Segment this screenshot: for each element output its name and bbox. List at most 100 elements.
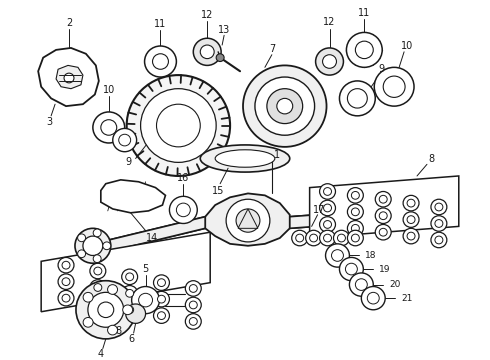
- Circle shape: [431, 216, 447, 231]
- Circle shape: [125, 304, 146, 323]
- Text: 6: 6: [128, 334, 135, 344]
- Circle shape: [334, 230, 349, 246]
- Text: 9: 9: [378, 64, 384, 74]
- Circle shape: [101, 120, 117, 135]
- Circle shape: [323, 234, 332, 242]
- Circle shape: [157, 279, 166, 287]
- Circle shape: [325, 244, 349, 267]
- Polygon shape: [38, 48, 99, 106]
- Text: 10: 10: [102, 85, 115, 95]
- Circle shape: [435, 203, 443, 211]
- Circle shape: [189, 285, 197, 292]
- Circle shape: [347, 188, 363, 203]
- Circle shape: [77, 250, 86, 258]
- Circle shape: [93, 112, 124, 143]
- Circle shape: [361, 287, 385, 310]
- Polygon shape: [101, 180, 166, 213]
- Text: 21: 21: [401, 294, 413, 303]
- Circle shape: [119, 134, 131, 146]
- Circle shape: [98, 302, 114, 318]
- Circle shape: [431, 232, 447, 248]
- Text: 11: 11: [154, 19, 167, 29]
- Circle shape: [176, 203, 190, 217]
- Ellipse shape: [200, 145, 290, 172]
- Circle shape: [94, 284, 102, 291]
- Circle shape: [340, 257, 363, 281]
- Circle shape: [346, 32, 382, 67]
- Polygon shape: [56, 66, 83, 89]
- Polygon shape: [310, 176, 459, 238]
- Circle shape: [88, 292, 123, 327]
- Circle shape: [403, 195, 419, 211]
- Text: 2: 2: [66, 18, 72, 28]
- Circle shape: [319, 200, 336, 216]
- Polygon shape: [290, 205, 449, 228]
- Circle shape: [345, 263, 357, 275]
- Circle shape: [75, 228, 111, 263]
- Circle shape: [379, 195, 387, 203]
- Circle shape: [93, 229, 101, 237]
- Circle shape: [122, 285, 138, 301]
- Circle shape: [125, 306, 134, 314]
- Text: 9: 9: [125, 157, 132, 167]
- Circle shape: [255, 77, 315, 135]
- Text: 8: 8: [116, 326, 122, 336]
- Circle shape: [347, 204, 363, 220]
- Circle shape: [77, 234, 86, 242]
- Circle shape: [157, 295, 166, 303]
- Circle shape: [153, 308, 170, 323]
- Text: 20: 20: [389, 280, 400, 289]
- Circle shape: [349, 273, 373, 296]
- Circle shape: [83, 318, 93, 327]
- Circle shape: [62, 278, 70, 285]
- Circle shape: [200, 45, 214, 59]
- Text: 12: 12: [323, 17, 336, 27]
- Circle shape: [139, 293, 152, 307]
- Circle shape: [351, 224, 359, 232]
- Circle shape: [306, 230, 321, 246]
- Circle shape: [93, 255, 101, 262]
- Circle shape: [156, 104, 200, 147]
- Circle shape: [226, 199, 270, 242]
- Circle shape: [189, 318, 197, 325]
- Circle shape: [374, 67, 414, 106]
- Circle shape: [355, 41, 373, 59]
- Circle shape: [94, 300, 102, 308]
- Text: 3: 3: [46, 117, 52, 127]
- Circle shape: [236, 209, 260, 232]
- Circle shape: [125, 289, 134, 297]
- Circle shape: [295, 234, 304, 242]
- Circle shape: [435, 236, 443, 244]
- Circle shape: [340, 81, 375, 116]
- Circle shape: [347, 230, 363, 246]
- Circle shape: [83, 292, 93, 302]
- Circle shape: [267, 89, 303, 123]
- Circle shape: [58, 291, 74, 306]
- Circle shape: [132, 287, 159, 314]
- Circle shape: [379, 212, 387, 220]
- Polygon shape: [41, 232, 210, 312]
- Circle shape: [141, 89, 216, 162]
- Circle shape: [122, 269, 138, 285]
- Text: 1: 1: [274, 150, 280, 159]
- Circle shape: [153, 275, 170, 291]
- Circle shape: [62, 261, 70, 269]
- Circle shape: [355, 279, 368, 291]
- Circle shape: [379, 228, 387, 236]
- Text: 7: 7: [269, 44, 275, 54]
- Ellipse shape: [215, 150, 275, 167]
- Circle shape: [90, 280, 106, 295]
- Circle shape: [108, 285, 118, 294]
- Circle shape: [338, 234, 345, 242]
- Circle shape: [407, 216, 415, 224]
- Circle shape: [319, 217, 336, 232]
- Text: 16: 16: [177, 173, 190, 183]
- Circle shape: [316, 48, 343, 75]
- Circle shape: [375, 208, 391, 224]
- Circle shape: [310, 234, 318, 242]
- Circle shape: [407, 199, 415, 207]
- Circle shape: [193, 38, 221, 66]
- Text: 10: 10: [401, 41, 413, 51]
- Text: 19: 19: [379, 265, 391, 274]
- Circle shape: [351, 234, 359, 242]
